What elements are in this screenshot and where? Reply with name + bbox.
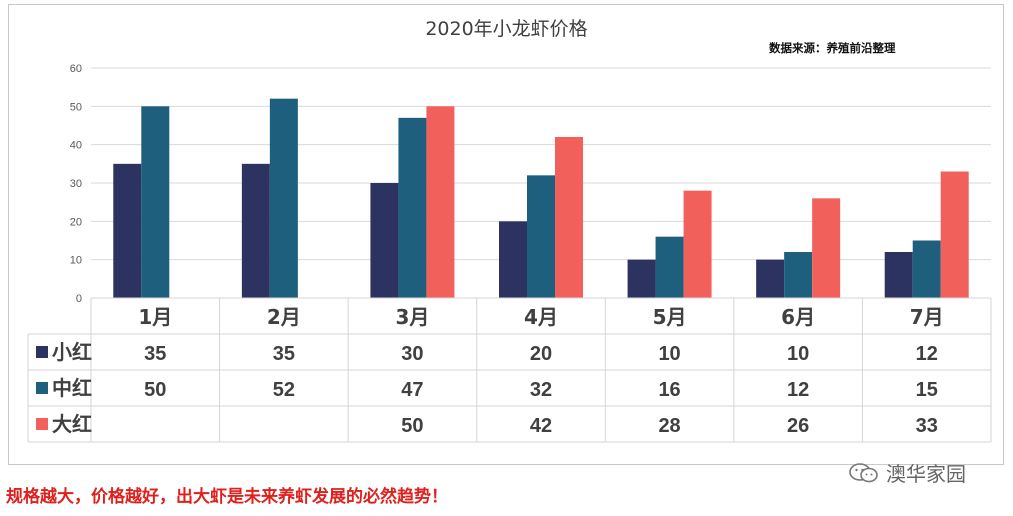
x-category-label: 7月 bbox=[910, 305, 944, 329]
data-value: 28 bbox=[658, 415, 680, 437]
bar bbox=[398, 117, 427, 298]
bar bbox=[426, 106, 455, 298]
data-value: 52 bbox=[273, 379, 295, 401]
bar bbox=[912, 240, 941, 298]
legend-swatch bbox=[36, 346, 48, 358]
bar bbox=[527, 175, 555, 298]
bar bbox=[241, 163, 270, 298]
data-value: 15 bbox=[916, 379, 938, 401]
data-value: 32 bbox=[530, 379, 552, 401]
bar bbox=[269, 98, 298, 299]
data-value: 33 bbox=[916, 415, 938, 437]
bar bbox=[555, 137, 583, 298]
wechat-icon bbox=[849, 462, 878, 482]
bar bbox=[627, 259, 656, 298]
data-value: 16 bbox=[658, 379, 680, 401]
x-category-label: 6月 bbox=[781, 305, 815, 329]
x-category-label: 1月 bbox=[138, 305, 172, 329]
x-category-label: 2月 bbox=[267, 305, 301, 329]
caption: 规格越大，价格越好，出大虾是未来养虾发展的必然趋势！ bbox=[6, 487, 448, 507]
bar bbox=[141, 106, 170, 298]
bar bbox=[940, 171, 969, 298]
data-value: 47 bbox=[401, 379, 423, 401]
y-tick-label: 20 bbox=[70, 216, 82, 228]
data-value: 42 bbox=[530, 415, 552, 437]
legend-swatch bbox=[36, 418, 48, 430]
bar bbox=[784, 252, 813, 298]
x-category-label: 4月 bbox=[524, 305, 558, 329]
bar bbox=[499, 221, 527, 298]
bar bbox=[113, 163, 142, 298]
legend-label: 中红 bbox=[52, 376, 92, 400]
data-value: 10 bbox=[658, 343, 680, 365]
x-category-label: 3月 bbox=[395, 305, 429, 329]
chart-title: 2020年小龙虾价格 bbox=[425, 18, 588, 40]
x-category-label: 5月 bbox=[653, 305, 687, 329]
y-tick-label: 0 bbox=[76, 293, 82, 305]
legend-label: 大红 bbox=[52, 412, 92, 436]
legend-label: 小红 bbox=[52, 340, 92, 364]
data-value: 20 bbox=[530, 343, 552, 365]
data-value: 35 bbox=[144, 343, 166, 365]
y-tick-label: 10 bbox=[70, 255, 82, 267]
bar bbox=[812, 198, 841, 298]
data-value: 50 bbox=[401, 415, 423, 437]
legend-swatch bbox=[36, 382, 48, 394]
bar bbox=[756, 259, 785, 298]
bar bbox=[683, 190, 712, 298]
watermark: 澳华家园 bbox=[848, 458, 966, 487]
data-value: 30 bbox=[401, 343, 423, 365]
data-value: 35 bbox=[273, 343, 295, 365]
y-tick-label: 50 bbox=[70, 101, 82, 113]
data-value: 12 bbox=[787, 379, 809, 401]
bar bbox=[884, 252, 913, 298]
y-tick-label: 30 bbox=[70, 178, 82, 190]
bar bbox=[370, 183, 399, 298]
watermark-text: 澳华家园 bbox=[886, 462, 966, 486]
source-note: 数据来源：养殖前沿整理 bbox=[769, 41, 896, 55]
data-value: 10 bbox=[787, 343, 809, 365]
y-tick-label: 40 bbox=[70, 140, 82, 152]
data-value: 12 bbox=[916, 343, 938, 365]
y-tick-label: 60 bbox=[70, 63, 82, 75]
data-value: 50 bbox=[144, 379, 166, 401]
data-value: 26 bbox=[787, 415, 809, 437]
bar bbox=[655, 236, 684, 298]
